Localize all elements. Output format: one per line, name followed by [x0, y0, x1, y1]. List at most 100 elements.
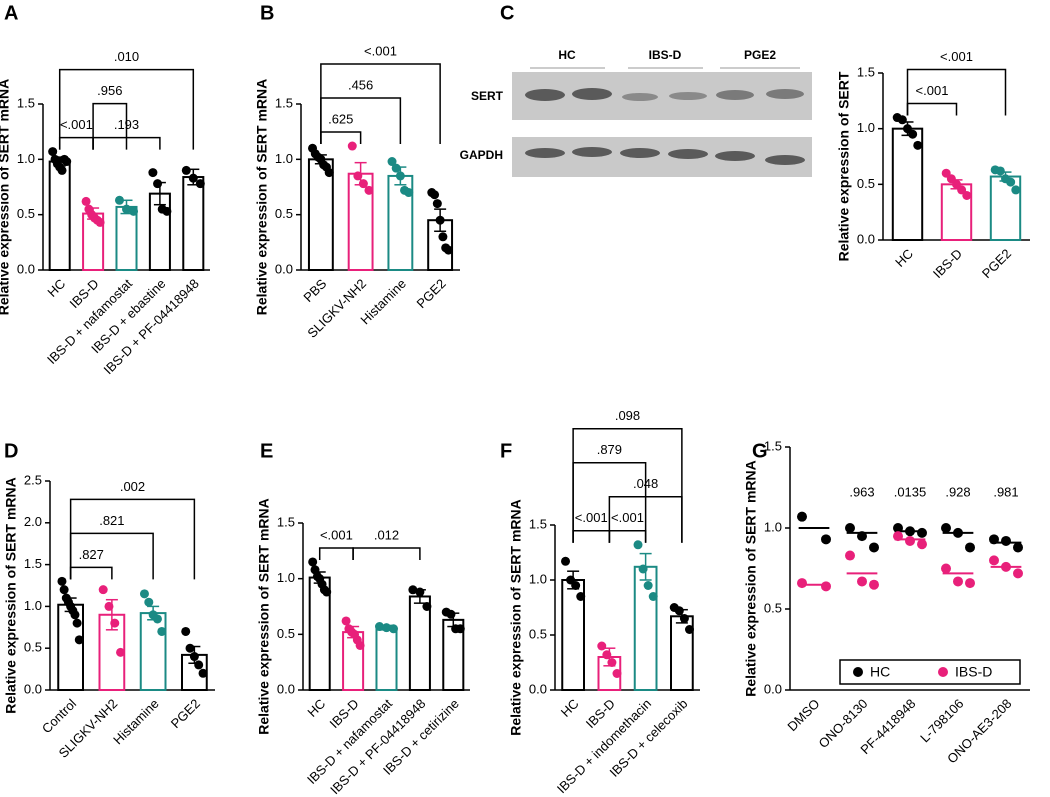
significance-bracket [352, 547, 421, 560]
data-point [430, 190, 440, 200]
data-point [797, 578, 807, 589]
data-point [869, 579, 879, 590]
y-axis-title: Relative expression of SERT mRNA [743, 460, 759, 697]
data-point [446, 609, 456, 619]
p-value: <.001 [916, 83, 949, 98]
legend-label: HC [870, 664, 890, 680]
data-point [612, 669, 622, 678]
x-tick-label: HC [304, 696, 328, 720]
lane-label: PGE2 [744, 48, 776, 62]
data-point [602, 650, 612, 660]
data-point [404, 188, 414, 198]
bar [115, 205, 138, 271]
panel-letter: C [500, 2, 514, 24]
legend-marker [938, 667, 948, 677]
x-tick-label: PGE2 [168, 696, 203, 731]
y-tick-label: 1.0 [24, 598, 42, 613]
data-point [408, 585, 418, 595]
p-value: .625 [328, 111, 353, 126]
blot-bands [525, 88, 805, 165]
data-point [62, 157, 72, 167]
bar [139, 612, 167, 692]
y-tick-label: 0.5 [857, 176, 875, 191]
data-point [95, 217, 105, 227]
data-point [643, 581, 653, 590]
data-point [181, 626, 191, 636]
y-axis-title: Relative expression of SERT mRNA [3, 477, 19, 714]
data-point [962, 190, 972, 200]
data-point [422, 602, 432, 611]
data-point [324, 168, 334, 178]
y-axis-title: Relative expression of SERT mRNA [256, 498, 272, 735]
data-point [355, 640, 365, 650]
data-point [415, 587, 425, 597]
p-value: .010 [114, 49, 139, 64]
y-tick-label: 1.0 [857, 120, 875, 135]
data-point [674, 606, 684, 616]
data-point [965, 542, 975, 553]
data-point [571, 581, 581, 590]
data-point [1011, 185, 1021, 195]
x-tick-label: HC [44, 276, 68, 300]
data-point [1006, 177, 1016, 187]
data-point [797, 511, 807, 522]
p-value: .963 [849, 484, 874, 499]
p-value: <.001 [364, 43, 397, 58]
lane-label: IBS-D [649, 48, 682, 62]
y-tick-label: 0.0 [275, 261, 293, 276]
significance-bracket [320, 63, 441, 145]
data-point [347, 141, 357, 151]
data-point [633, 540, 643, 550]
data-point [148, 168, 158, 178]
data-point [597, 641, 607, 651]
data-point [845, 523, 855, 533]
data-point [358, 179, 368, 189]
data-point [189, 652, 199, 662]
data-point [438, 232, 448, 242]
bar [182, 176, 205, 271]
data-point [953, 576, 963, 587]
western-blot: HC IBS-D PGE2 SERT GAPDH [460, 48, 812, 177]
data-point [941, 523, 951, 533]
significance-bracket [318, 547, 354, 560]
data-point [1001, 561, 1011, 572]
data-point [679, 614, 689, 623]
data-point [395, 171, 405, 181]
data-point [607, 658, 617, 667]
data-point [893, 523, 903, 533]
p-value: <.001 [611, 510, 644, 525]
data-point [857, 576, 867, 587]
data-point [188, 173, 198, 183]
y-tick-label: 1.5 [17, 95, 35, 110]
bar [375, 626, 398, 691]
x-tick-label: Histamine [110, 696, 161, 747]
data-point [129, 206, 139, 216]
p-value: .928 [945, 484, 970, 499]
y-tick-label: 1.5 [24, 556, 42, 571]
x-tick-label: PGE2 [414, 276, 449, 311]
y-tick-label: 0.0 [529, 681, 547, 696]
data-point [561, 556, 571, 566]
data-point [70, 610, 80, 620]
bar [48, 160, 71, 271]
y-tick-label: 2.0 [24, 514, 42, 529]
significance-bracket [572, 530, 611, 543]
data-point [845, 550, 855, 561]
p-value: .956 [97, 83, 122, 98]
data-point [905, 526, 915, 537]
p-value: .827 [79, 547, 104, 562]
blot-strip [512, 137, 812, 177]
data-point [198, 668, 208, 678]
x-tick-label: HC [892, 246, 916, 270]
data-point [364, 185, 374, 195]
y-tick-label: 1.5 [529, 516, 547, 531]
y-tick-label: 1.0 [275, 151, 293, 166]
bar [57, 603, 84, 692]
data-point [353, 171, 363, 181]
data-point [74, 635, 84, 645]
data-point [905, 535, 915, 546]
row-label: GAPDH [460, 148, 503, 162]
y-tick-label: 0.0 [764, 681, 782, 696]
data-point [965, 578, 975, 589]
